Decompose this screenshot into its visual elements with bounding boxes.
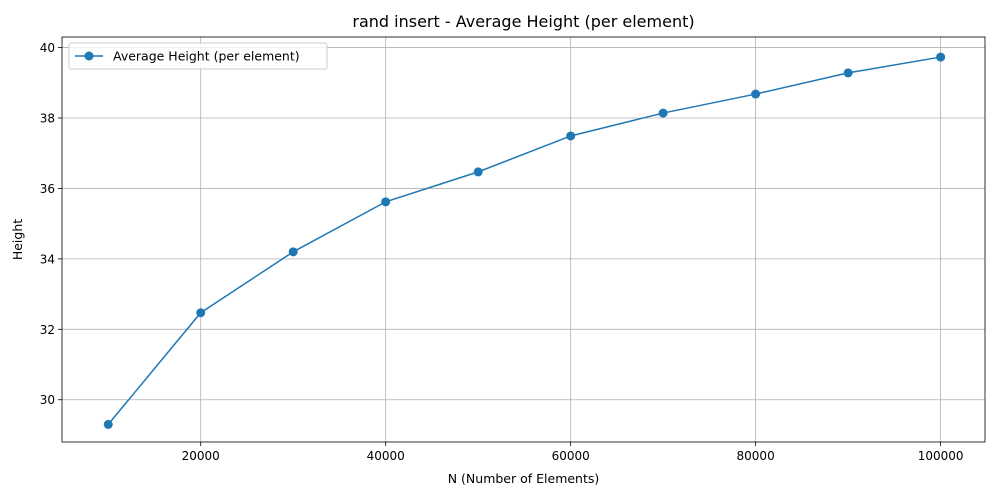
x-tick-label: 100000 [918,449,964,463]
axes: 20000 40000 60000 80000 100000 30 32 34 36 38 40 [40,41,964,463]
data-point [381,197,391,207]
chart-title: rand insert - Average Height (per elemen… [352,12,694,31]
y-tick-label: 30 [40,393,55,407]
data-point [196,308,206,318]
x-tick-label: 60000 [552,449,590,463]
x-axis-label: N (Number of Elements) [448,471,600,486]
data-point [288,247,298,257]
y-tick-label: 40 [40,41,55,55]
y-axis-label: Height [10,219,25,260]
y-tick-label: 34 [40,252,55,266]
legend-entry-label: Average Height (per element) [113,49,300,64]
legend-box [68,42,328,70]
x-tick-label: 20000 [182,449,220,463]
series-layer [103,52,946,429]
legend: Average Height (per element) [68,42,328,70]
data-point [103,419,113,429]
series-line [107,56,941,425]
data-point [566,131,576,141]
y-tick-label: 36 [40,182,55,196]
data-point [658,108,668,118]
y-tick-label: 38 [40,112,55,126]
data-point [936,52,946,62]
legend-marker [84,51,94,61]
data-point [473,167,483,177]
data-point [843,68,853,78]
y-tick-label: 32 [40,323,55,337]
x-tick-label: 80000 [737,449,775,463]
data-point [751,89,761,99]
plot-frame [61,36,986,443]
x-tick-label: 40000 [367,449,405,463]
